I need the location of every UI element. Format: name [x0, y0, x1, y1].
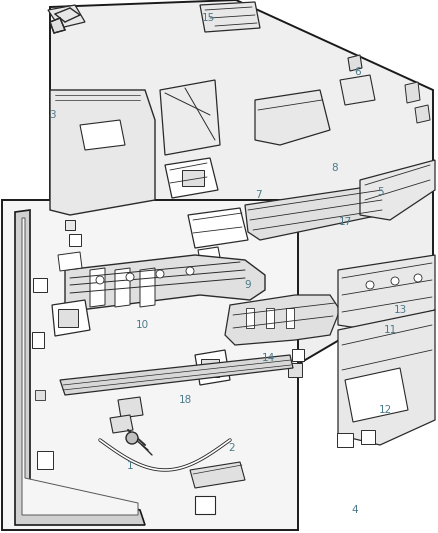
Polygon shape	[52, 300, 90, 336]
Circle shape	[96, 276, 104, 284]
Text: 1: 1	[127, 461, 133, 471]
Polygon shape	[245, 185, 385, 240]
Bar	[266, 308, 274, 328]
Circle shape	[391, 277, 399, 285]
Polygon shape	[360, 160, 435, 220]
Bar	[288, 363, 302, 377]
Bar	[32, 332, 44, 348]
Polygon shape	[115, 268, 130, 307]
Text: 2: 2	[229, 443, 235, 453]
Polygon shape	[65, 255, 265, 310]
Text: 3: 3	[49, 110, 55, 120]
Polygon shape	[90, 268, 105, 307]
Polygon shape	[188, 208, 248, 248]
Text: 8: 8	[332, 163, 338, 173]
Bar	[35, 390, 45, 400]
Polygon shape	[80, 120, 125, 150]
Bar	[58, 309, 78, 327]
Polygon shape	[118, 397, 143, 418]
Bar	[286, 308, 294, 328]
Text: 12: 12	[378, 405, 392, 415]
Circle shape	[366, 281, 374, 289]
Polygon shape	[140, 268, 155, 307]
Bar	[69, 234, 81, 246]
Text: 15: 15	[201, 13, 215, 23]
Polygon shape	[255, 90, 330, 145]
Bar	[201, 359, 219, 377]
Text: 5: 5	[377, 187, 383, 197]
Polygon shape	[165, 158, 218, 198]
Polygon shape	[60, 355, 293, 395]
Text: 18: 18	[178, 395, 192, 405]
Polygon shape	[198, 247, 222, 272]
Text: 9: 9	[245, 280, 251, 290]
Polygon shape	[345, 368, 408, 422]
Bar	[246, 308, 254, 328]
Text: 13: 13	[393, 305, 406, 315]
Text: 17: 17	[339, 217, 352, 227]
Polygon shape	[195, 350, 230, 385]
Polygon shape	[15, 210, 145, 525]
Polygon shape	[225, 295, 340, 345]
Polygon shape	[50, 0, 433, 390]
Polygon shape	[338, 310, 435, 445]
Text: 10: 10	[135, 320, 148, 330]
Polygon shape	[58, 252, 82, 271]
Bar	[361, 430, 375, 444]
Bar	[337, 433, 353, 447]
Circle shape	[126, 273, 134, 281]
Bar	[195, 496, 215, 514]
Polygon shape	[160, 80, 220, 155]
Text: 4: 4	[352, 505, 358, 515]
Bar	[33, 278, 47, 292]
Bar	[37, 451, 53, 469]
Polygon shape	[22, 218, 138, 515]
Polygon shape	[405, 82, 420, 103]
Circle shape	[414, 274, 422, 282]
Bar	[65, 220, 75, 230]
Polygon shape	[338, 255, 435, 330]
Text: 14: 14	[261, 353, 275, 363]
Bar	[182, 170, 204, 186]
Polygon shape	[50, 90, 155, 215]
Polygon shape	[340, 75, 375, 105]
Circle shape	[156, 270, 164, 278]
Text: 6: 6	[355, 67, 361, 77]
Polygon shape	[48, 5, 85, 28]
Polygon shape	[50, 18, 65, 33]
Polygon shape	[348, 55, 362, 71]
Circle shape	[126, 432, 138, 444]
Text: 7: 7	[254, 190, 261, 200]
Polygon shape	[2, 200, 298, 530]
Polygon shape	[190, 462, 245, 488]
Text: 11: 11	[383, 325, 397, 335]
Circle shape	[186, 267, 194, 275]
Bar	[292, 349, 304, 361]
Polygon shape	[415, 105, 430, 123]
Polygon shape	[200, 2, 260, 32]
Polygon shape	[110, 415, 133, 433]
